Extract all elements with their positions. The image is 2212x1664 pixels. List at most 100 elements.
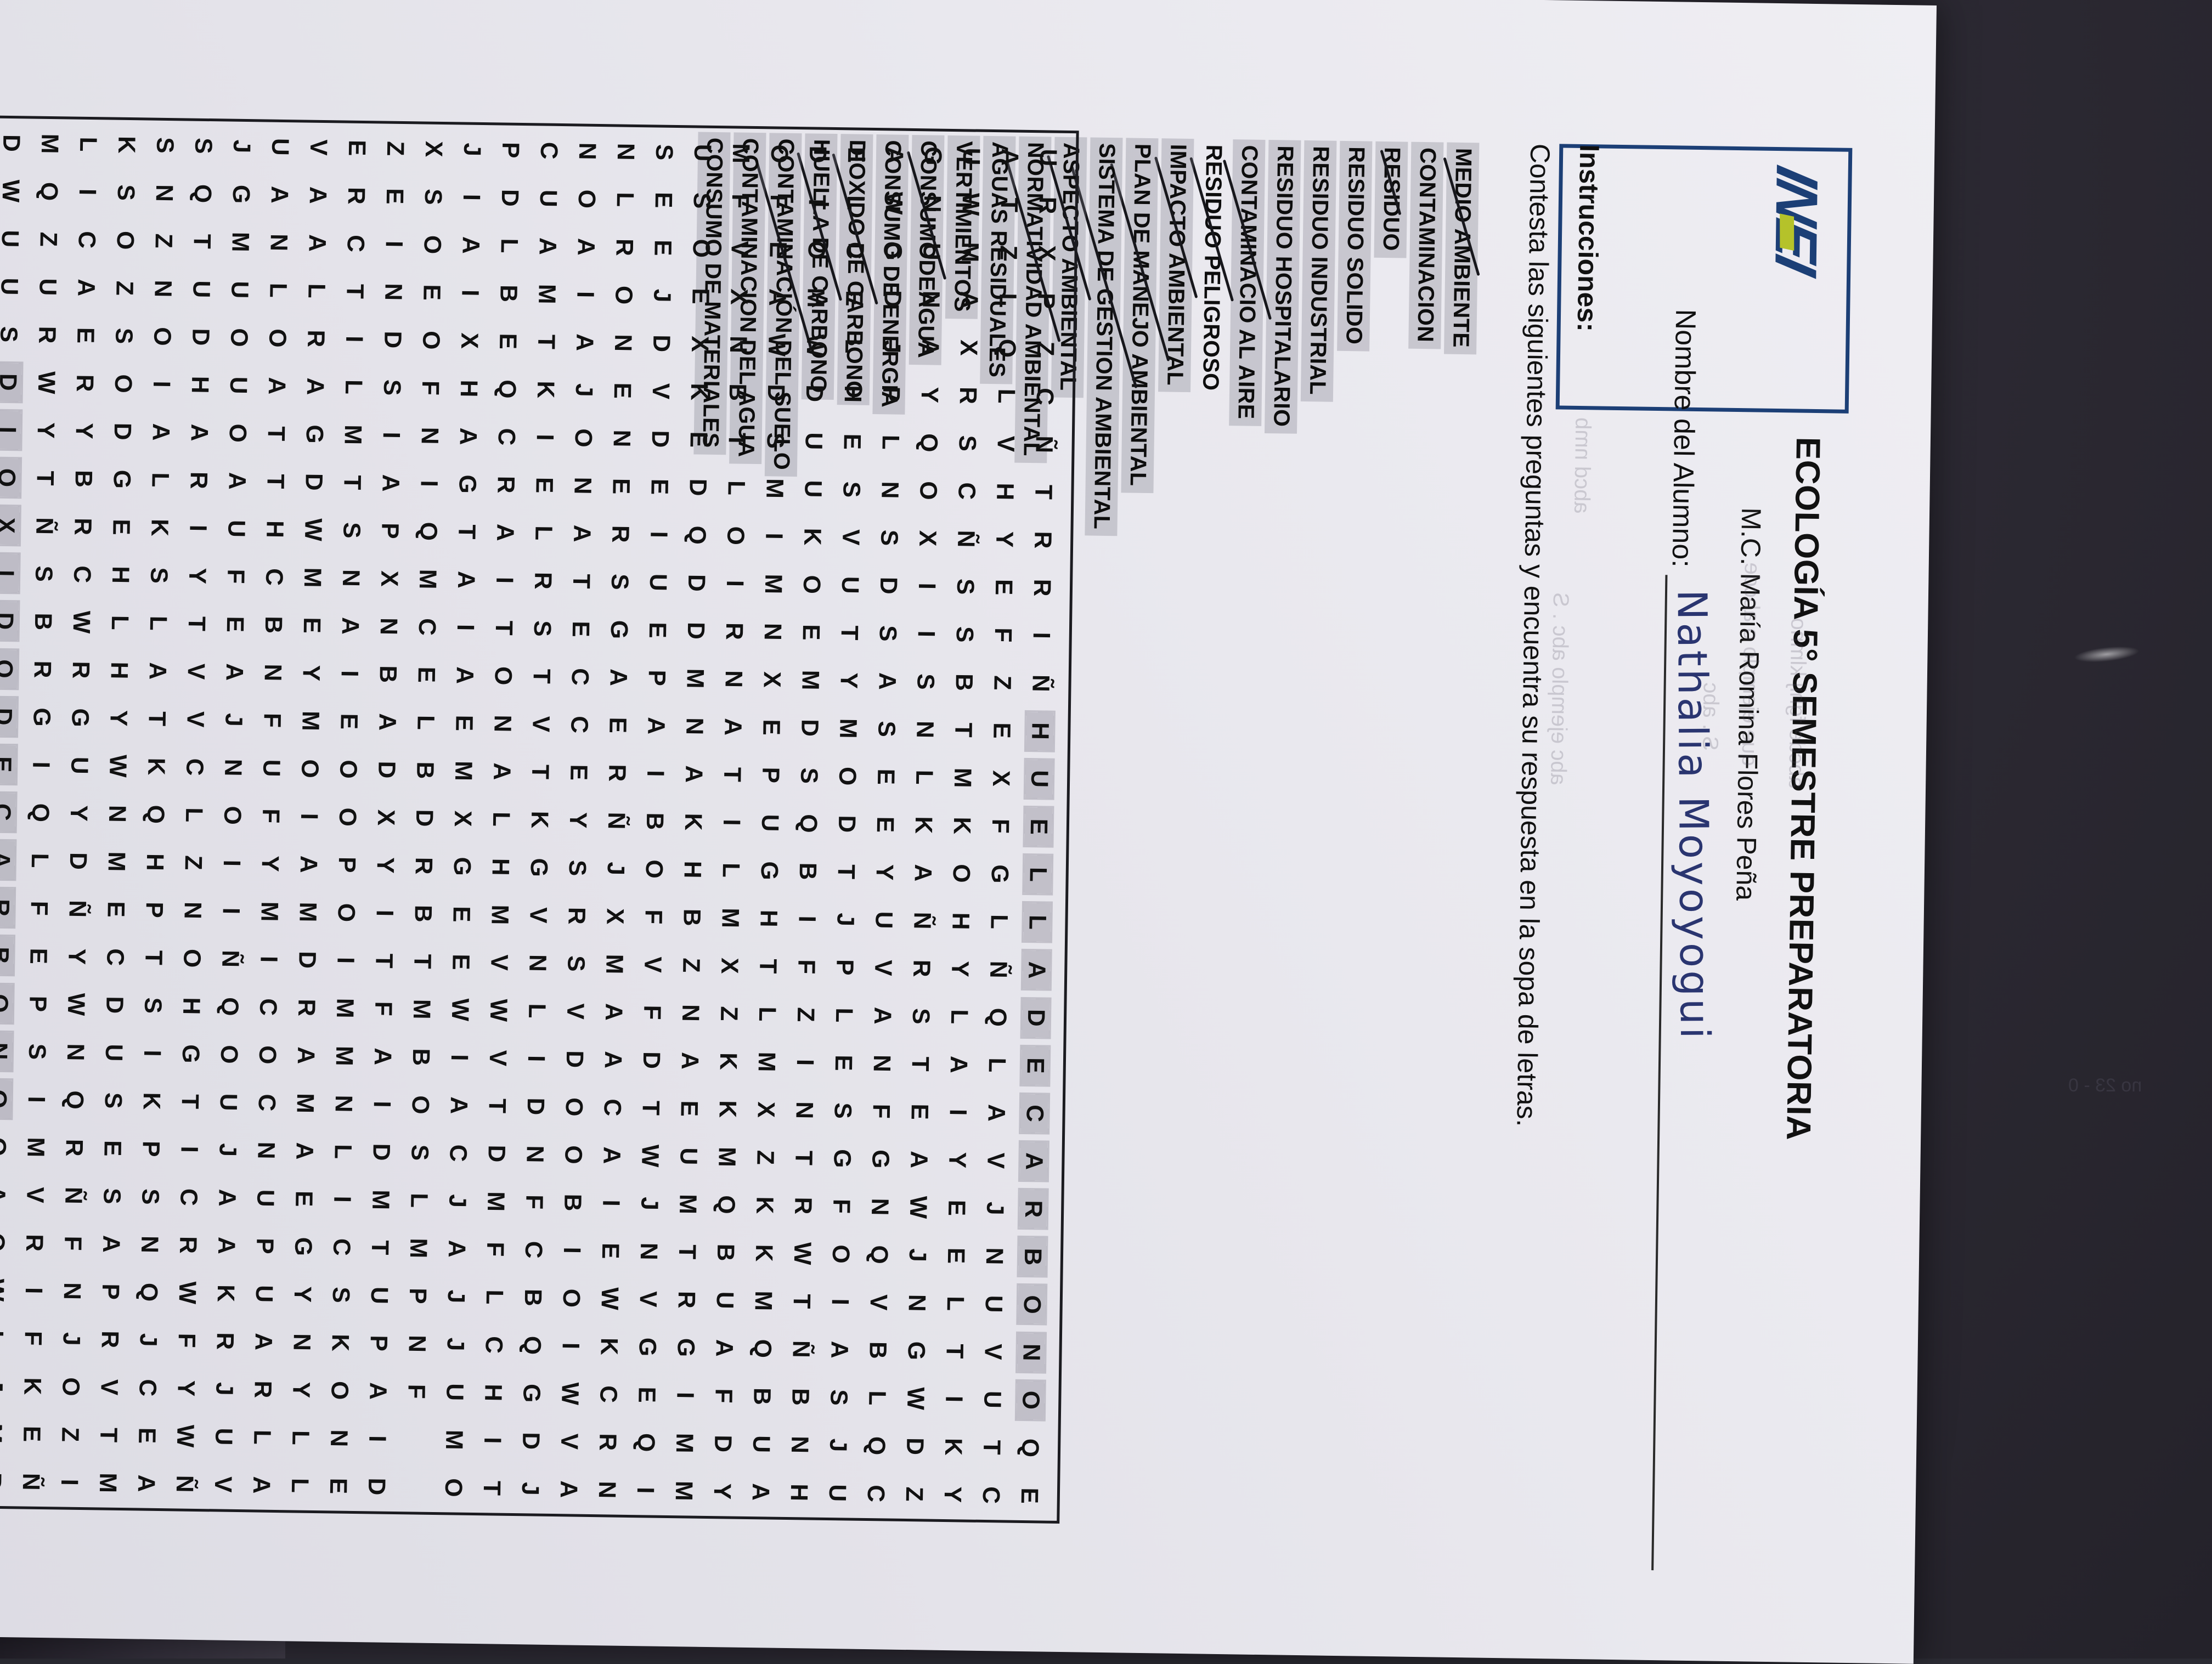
grid-cell[interactable]: O bbox=[334, 750, 362, 789]
grid-cell[interactable]: M bbox=[408, 990, 436, 1029]
grid-cell[interactable]: A bbox=[572, 228, 600, 267]
grid-cell[interactable]: R bbox=[292, 988, 320, 1027]
grid-cell[interactable]: M bbox=[440, 1420, 468, 1459]
grid-cell[interactable]: E bbox=[645, 467, 673, 506]
grid-cell[interactable]: M bbox=[21, 1128, 49, 1167]
grid-cell[interactable]: V bbox=[561, 992, 589, 1031]
grid-cell[interactable]: Y bbox=[834, 661, 862, 700]
grid-cell[interactable]: N bbox=[676, 994, 704, 1033]
grid-cell[interactable]: I bbox=[0, 554, 19, 593]
grid-cell[interactable]: O bbox=[610, 276, 637, 315]
grid-cell[interactable]: L bbox=[495, 227, 523, 265]
grid-cell[interactable]: F bbox=[726, 182, 754, 220]
grid-cell[interactable]: S bbox=[950, 615, 978, 654]
grid-cell[interactable]: K bbox=[685, 372, 713, 411]
grid-cell[interactable]: D bbox=[379, 320, 407, 359]
grid-cell[interactable]: M bbox=[291, 1084, 319, 1123]
grid-cell[interactable]: V bbox=[639, 946, 667, 984]
grid-cell[interactable]: Z bbox=[56, 1415, 84, 1454]
grid-cell[interactable]: E bbox=[603, 706, 631, 745]
grid-cell[interactable]: I bbox=[370, 894, 398, 933]
grid-cell[interactable]: Y bbox=[870, 853, 898, 892]
grid-cell[interactable]: V bbox=[555, 1422, 583, 1461]
grid-cell[interactable]: T bbox=[995, 185, 1023, 224]
word-list-item[interactable]: CONTAMINACIO AL AIRE bbox=[1229, 139, 1265, 426]
grid-cell[interactable]: P bbox=[642, 659, 670, 698]
grid-cell[interactable]: G bbox=[524, 848, 552, 887]
grid-cell[interactable]: L bbox=[753, 995, 781, 1034]
grid-cell[interactable]: C bbox=[479, 1326, 507, 1365]
grid-cell[interactable]: T bbox=[366, 1228, 394, 1267]
grid-cell[interactable]: A bbox=[0, 1175, 10, 1214]
grid-cell[interactable]: I bbox=[148, 365, 176, 404]
grid-cell[interactable]: V bbox=[837, 518, 865, 557]
grid-cell[interactable]: D bbox=[709, 1424, 737, 1463]
grid-cell[interactable]: I bbox=[184, 509, 212, 548]
grid-cell[interactable]: A bbox=[452, 561, 480, 599]
grid-cell[interactable]: U bbox=[210, 1417, 238, 1456]
grid-cell[interactable]: G bbox=[866, 1140, 894, 1179]
grid-cell[interactable]: T bbox=[453, 512, 481, 551]
grid-cell[interactable]: P bbox=[877, 375, 905, 414]
grid-cell[interactable]: B bbox=[712, 1233, 740, 1272]
grid-cell[interactable]: N bbox=[415, 416, 443, 455]
grid-cell[interactable]: F bbox=[867, 1092, 895, 1131]
grid-cell[interactable]: U bbox=[100, 1033, 128, 1072]
grid-cell[interactable]: D bbox=[874, 566, 902, 605]
grid-cell[interactable]: I bbox=[826, 1282, 854, 1321]
grid-cell[interactable]: E bbox=[684, 420, 712, 459]
grid-cell[interactable]: T bbox=[835, 613, 863, 652]
grid-cell[interactable]: R bbox=[302, 319, 330, 358]
grid-cell[interactable]: A bbox=[97, 1225, 125, 1264]
grid-cell[interactable]: K bbox=[326, 1323, 354, 1362]
grid-cell[interactable]: A bbox=[223, 461, 251, 500]
grid-cell[interactable]: Q bbox=[26, 794, 54, 833]
grid-cell[interactable]: D bbox=[761, 373, 789, 412]
grid-cell[interactable]: H bbox=[455, 369, 483, 408]
grid-cell[interactable]: T bbox=[906, 1045, 934, 1084]
grid-cell[interactable]: E bbox=[1021, 1046, 1049, 1085]
grid-cell[interactable]: T bbox=[526, 752, 554, 791]
grid-cell[interactable]: N bbox=[724, 325, 752, 364]
grid-cell[interactable]: E bbox=[764, 230, 792, 269]
grid-cell[interactable]: I bbox=[641, 754, 669, 793]
grid-cell[interactable]: K bbox=[142, 747, 170, 786]
grid-cell[interactable]: G bbox=[902, 1331, 930, 1370]
grid-cell[interactable]: J bbox=[601, 849, 629, 888]
grid-cell[interactable]: A bbox=[763, 278, 791, 317]
grid-cell[interactable]: M bbox=[956, 233, 984, 271]
grid-cell[interactable]: A bbox=[132, 1464, 160, 1503]
grid-cell[interactable]: Z bbox=[988, 664, 1016, 703]
grid-cell[interactable]: O bbox=[406, 1085, 434, 1124]
grid-cell[interactable]: A bbox=[746, 1473, 774, 1512]
grid-cell[interactable]: Q bbox=[862, 1427, 890, 1465]
grid-cell[interactable]: I bbox=[331, 941, 359, 980]
grid-cell[interactable]: A bbox=[825, 1330, 853, 1369]
grid-cell[interactable]: N bbox=[568, 466, 596, 505]
grid-cell[interactable]: U bbox=[0, 219, 24, 258]
grid-cell[interactable]: A bbox=[955, 281, 983, 320]
grid-cell[interactable]: I bbox=[571, 275, 599, 314]
grid-cell[interactable]: N bbox=[612, 132, 640, 171]
grid-cell[interactable]: C bbox=[1030, 377, 1058, 416]
grid-cell[interactable]: B bbox=[950, 663, 978, 702]
grid-cell[interactable]: A bbox=[719, 708, 747, 746]
grid-cell[interactable]: X bbox=[372, 798, 400, 837]
grid-cell[interactable]: N bbox=[592, 1470, 620, 1509]
grid-cell[interactable]: A bbox=[294, 845, 322, 884]
grid-cell[interactable]: H bbox=[105, 651, 133, 690]
grid-cell[interactable]: C bbox=[977, 1476, 1005, 1515]
grid-cell[interactable]: D bbox=[0, 602, 18, 641]
grid-cell[interactable]: B bbox=[259, 605, 287, 644]
grid-cell[interactable]: I bbox=[138, 1034, 166, 1073]
grid-cell[interactable]: C bbox=[840, 231, 868, 270]
grid-cell[interactable]: K bbox=[137, 1082, 165, 1120]
grid-cell[interactable]: E bbox=[838, 422, 866, 461]
grid-cell[interactable]: Q bbox=[188, 174, 216, 213]
grid-cell[interactable]: G bbox=[227, 175, 255, 214]
grid-cell[interactable]: J bbox=[443, 1181, 471, 1220]
grid-cell[interactable]: J bbox=[635, 1184, 663, 1223]
grid-cell[interactable]: X bbox=[752, 1090, 780, 1129]
grid-cell[interactable]: D bbox=[1022, 998, 1050, 1037]
grid-cell[interactable]: M bbox=[713, 1137, 741, 1176]
